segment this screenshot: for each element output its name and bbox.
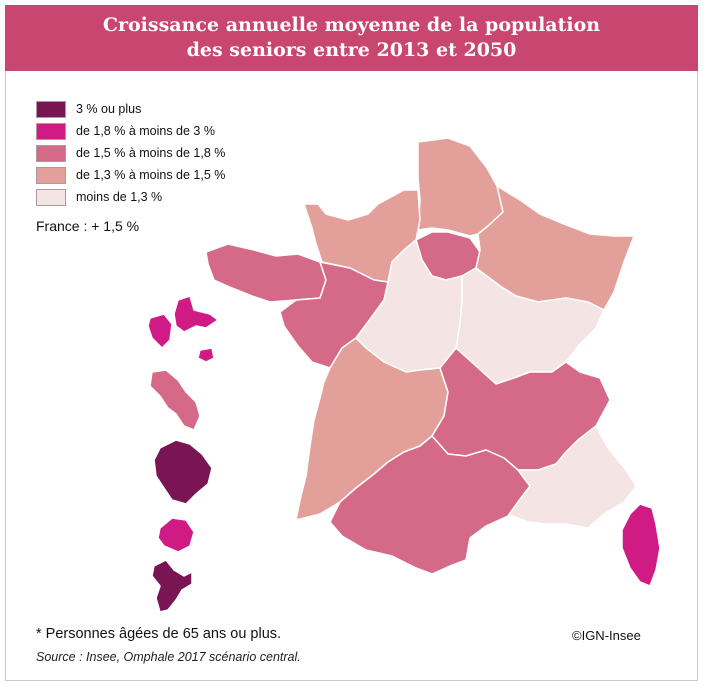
legend-label: moins de 1,3 % bbox=[76, 190, 163, 204]
footnote: * Personnes âgées de 65 ans ou plus. bbox=[36, 626, 282, 642]
copyright: ©IGN-Insee bbox=[572, 628, 641, 643]
legend: 3 % ou plus de 1,8 % à moins de 3 % de 1… bbox=[36, 98, 225, 208]
legend-label: de 1,8 % à moins de 3 % bbox=[76, 124, 215, 138]
map-title-line-2: des seniors entre 2013 et 2050 bbox=[186, 39, 517, 61]
title-bar: Croissance annuelle moyenne de la popula… bbox=[5, 5, 698, 71]
region-hauts-de-france bbox=[417, 137, 504, 237]
legend-label: 3 % ou plus bbox=[76, 102, 142, 116]
map-title-line-1: Croissance annuelle moyenne de la popula… bbox=[102, 14, 601, 36]
region-guadeloupe-island bbox=[197, 347, 215, 363]
legend-swatch bbox=[36, 188, 66, 206]
legend-item: de 1,8 % à moins de 3 % bbox=[36, 120, 225, 142]
france-average: France : + 1,5 % bbox=[36, 218, 140, 234]
legend-item: 3 % ou plus bbox=[36, 98, 225, 120]
legend-swatch bbox=[36, 100, 66, 118]
region-guadeloupe bbox=[147, 295, 219, 349]
legend-item: moins de 1,3 % bbox=[36, 186, 225, 208]
region-bretagne bbox=[205, 243, 327, 303]
region-guyane bbox=[153, 439, 213, 505]
legend-label: de 1,3 % à moins de 1,5 % bbox=[76, 168, 226, 182]
region-corse bbox=[621, 503, 661, 587]
legend-item: de 1,5 % à moins de 1,8 % bbox=[36, 142, 225, 164]
legend-label: de 1,5 % à moins de 1,8 % bbox=[76, 146, 226, 160]
region-martinique bbox=[149, 369, 201, 431]
region-provence-alpes-cote-dazur bbox=[507, 425, 637, 529]
legend-swatch bbox=[36, 122, 66, 140]
source-note: Source : Insee, Omphale 2017 scénario ce… bbox=[36, 650, 301, 664]
region-mayotte bbox=[151, 559, 193, 613]
legend-swatch bbox=[36, 144, 66, 162]
legend-item: de 1,3 % à moins de 1,5 % bbox=[36, 164, 225, 186]
legend-swatch bbox=[36, 166, 66, 184]
region-la-reunion bbox=[157, 517, 195, 553]
